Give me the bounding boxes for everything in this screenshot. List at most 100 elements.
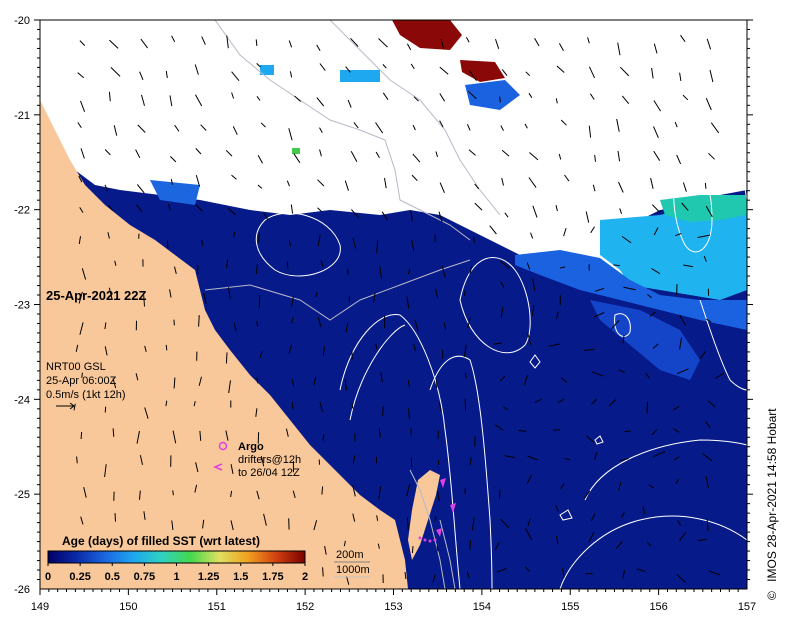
lat-tick-label: -22: [14, 205, 30, 217]
current-arrow: [139, 455, 143, 466]
current-arrow: [107, 232, 110, 239]
current-arrow: [621, 235, 632, 244]
current-arrow: [673, 405, 680, 411]
current-arrow: [653, 451, 666, 458]
current-arrow: [593, 312, 605, 318]
current-arrow: [679, 314, 686, 326]
current-arrow: [376, 515, 379, 521]
current-arrow: [676, 368, 689, 375]
current-arrow: [682, 94, 689, 101]
current-arrow: [104, 346, 108, 356]
sst-age-patch-small: [340, 70, 380, 82]
current-arrow: [500, 307, 504, 318]
current-arrow: [642, 506, 646, 515]
current-arrow: [587, 37, 590, 44]
current-arrow: [499, 518, 510, 528]
current-arrow: [77, 72, 85, 79]
current-arrow: [114, 260, 117, 266]
current-arrow: [564, 174, 570, 182]
current-arrow: [80, 431, 83, 440]
current-arrow: [194, 484, 198, 493]
current-arrow: [317, 179, 325, 187]
current-arrow: [617, 42, 621, 56]
current-arrow: [319, 401, 324, 413]
current-arrow: [532, 205, 538, 218]
argo-time-label: to 26/04 12Z: [238, 467, 300, 479]
colorbar-gradient: [47, 550, 306, 564]
current-arrow: [286, 261, 289, 269]
current-arrow: [591, 398, 598, 405]
current-arrow: [80, 148, 85, 159]
current-arrow: [709, 69, 714, 83]
colorbar: [47, 550, 306, 564]
current-arrow: [77, 122, 82, 128]
current-arrow: [165, 400, 168, 407]
current-arrow: [560, 377, 568, 383]
sst-age-patch-blue: [590, 300, 700, 380]
current-arrow: [324, 545, 327, 555]
current-arrow: [436, 546, 439, 552]
current-arrow: [592, 371, 604, 377]
current-arrow: [708, 570, 721, 576]
current-arrow: [467, 317, 471, 329]
current-arrow: [500, 281, 505, 288]
current-arrow: [705, 98, 712, 111]
current-arrow: [258, 232, 260, 243]
current-arrow: [495, 424, 503, 431]
current-arrow: [171, 520, 174, 532]
current-arrow: [469, 540, 471, 551]
current-arrow: [473, 236, 475, 243]
bathymetry-contours: [204, 20, 501, 589]
colorbar-label: 1.75: [262, 571, 283, 583]
current-arrow: [504, 455, 515, 459]
current-arrow: [139, 71, 144, 80]
current-arrow: [471, 517, 475, 531]
current-arrow: [350, 151, 358, 163]
current-arrow: [534, 37, 540, 47]
current-arrow: [648, 484, 654, 489]
current-arrow: [653, 126, 659, 138]
current-arrow: [501, 149, 510, 157]
current-arrow: [231, 71, 240, 82]
current-arrow: [467, 90, 477, 100]
current-arrow: [260, 122, 266, 128]
current-arrow: [464, 399, 467, 411]
current-arrow: [174, 124, 180, 132]
lon-tick-label: 150: [119, 601, 137, 613]
current-arrow: [615, 541, 623, 549]
lat-tick-label: -25: [14, 489, 30, 501]
current-arrow: [585, 211, 590, 223]
current-arrow: [285, 428, 289, 437]
current-arrow: [112, 378, 117, 389]
current-arrow: [621, 95, 630, 105]
colorbar-labels: 0 0.25 0.5 0.75 1 1.25 1.5 1.75 2: [45, 563, 308, 583]
current-arrow: [79, 322, 84, 335]
current-arrow: [169, 95, 173, 107]
current-arrow: [256, 320, 259, 327]
current-arrow: [439, 93, 446, 102]
current-arrow: [588, 532, 595, 543]
current-arrow: [351, 403, 354, 409]
current-arrow: [677, 520, 682, 526]
current-arrow: [501, 177, 504, 186]
current-arrow: [140, 38, 149, 49]
current-arrow: [651, 67, 654, 79]
current-arrow: [647, 294, 652, 299]
current-arrow: [410, 210, 413, 222]
colorbar-label: 0: [45, 571, 51, 583]
current-arrow: [173, 319, 175, 326]
current-arrow: [463, 344, 467, 358]
current-arrow: [382, 92, 389, 100]
current-arrow: [173, 377, 176, 389]
current-arrow: [144, 407, 149, 419]
current-arrow: [590, 513, 596, 522]
current-arrow: [78, 236, 81, 244]
current-arrow: [588, 66, 596, 79]
current-arrow: [556, 535, 559, 545]
current-arrow: [618, 481, 622, 491]
current-arrow: [346, 576, 350, 585]
current-arrow: [650, 177, 654, 189]
current-arrow: [290, 204, 294, 214]
current-arrow: [256, 490, 260, 500]
current-arrow: [256, 63, 261, 68]
